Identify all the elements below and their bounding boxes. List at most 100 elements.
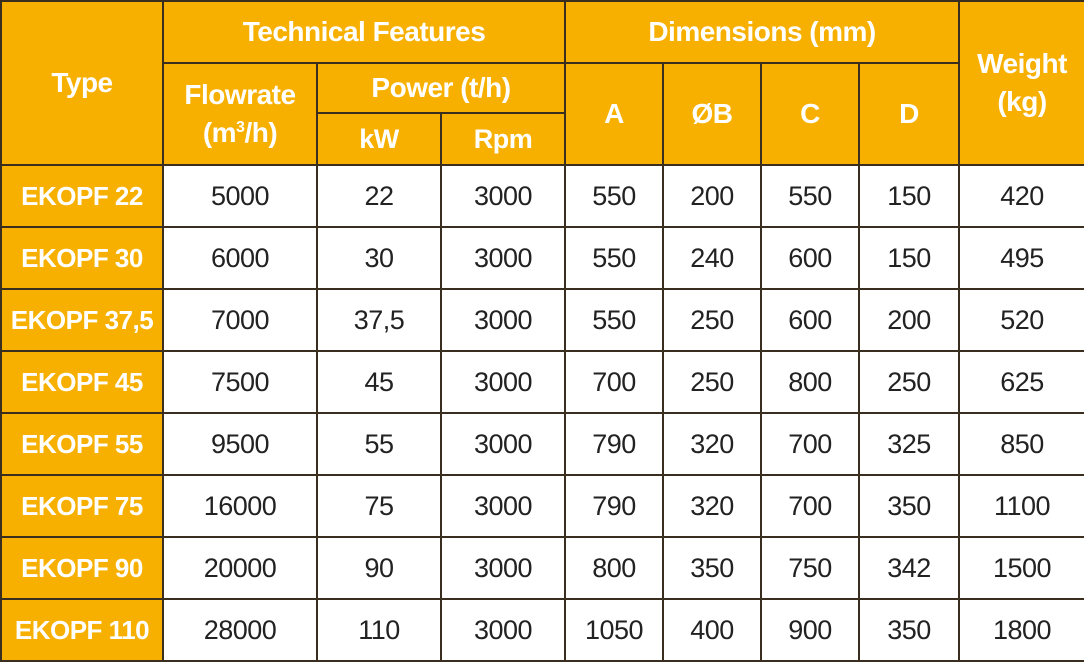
table-row: EKOPF 30 6000 30 3000 550 240 600 150 495 xyxy=(0,226,1084,290)
dim-b-header: ØB xyxy=(662,62,763,166)
dim-c-cell: 600 xyxy=(760,226,861,290)
technical-features-header: Technical Features xyxy=(161,0,567,64)
dim-a-cell: 550 xyxy=(564,288,665,352)
flowrate-cell: 5000 xyxy=(162,164,318,228)
rpm-cell: 3000 xyxy=(439,474,567,538)
kw-cell: 30 xyxy=(316,226,442,290)
flowrate-header: Flowrate (m3/h) xyxy=(162,62,318,166)
weight-cell: 1500 xyxy=(958,536,1084,600)
kw-cell: 90 xyxy=(316,536,442,600)
rpm-cell: 3000 xyxy=(439,164,567,228)
flowrate-cell: 16000 xyxy=(162,474,318,538)
kw-cell: 37,5 xyxy=(316,288,442,352)
dim-d-cell: 250 xyxy=(858,350,961,414)
weight-cell: 495 xyxy=(958,226,1084,290)
flowrate-unit-prefix: (m xyxy=(202,117,237,148)
dim-a-cell: 550 xyxy=(564,226,665,290)
dim-d-header: D xyxy=(858,62,961,166)
dim-a-cell: 790 xyxy=(564,474,665,538)
spec-table-body: EKOPF 22 5000 22 3000 550 200 550 150 420 EKOPF 3… xyxy=(0,164,1084,662)
table-row: EKOPF 37,5 7000 37,5 3000 550 250 600 200 520 xyxy=(0,288,1084,352)
dim-d-cell: 325 xyxy=(858,412,961,476)
rpm-cell: 3000 xyxy=(439,598,567,662)
kw-cell: 55 xyxy=(316,412,442,476)
weight-cell: 520 xyxy=(958,288,1084,352)
flowrate-header-line1: Flowrate xyxy=(184,79,296,110)
rpm-cell: 3000 xyxy=(439,226,567,290)
dim-b-cell: 250 xyxy=(662,350,763,414)
dim-b-cell: 200 xyxy=(662,164,763,228)
dim-a-cell: 790 xyxy=(564,412,665,476)
flowrate-cell: 28000 xyxy=(162,598,318,662)
kw-cell: 75 xyxy=(316,474,442,538)
weight-cell: 625 xyxy=(958,350,1084,414)
dim-b-cell: 400 xyxy=(662,598,763,662)
dim-a-cell: 700 xyxy=(564,350,665,414)
header-row-2: Flowrate (m3/h) Power (t/h) A ØB C D xyxy=(1,62,1084,166)
rpm-cell: 3000 xyxy=(439,350,567,414)
table-row: EKOPF 55 9500 55 3000 790 320 700 325 850 xyxy=(0,412,1084,476)
type-cell: EKOPF 37,5 xyxy=(0,288,164,352)
weight-cell: 1100 xyxy=(958,474,1084,538)
flowrate-cell: 7000 xyxy=(162,288,318,352)
type-cell: EKOPF 55 xyxy=(0,412,164,476)
table-row: EKOPF 45 7500 45 3000 700 250 800 250 625 xyxy=(0,350,1084,414)
flowrate-header-unit: (m3/h) xyxy=(165,114,315,152)
dim-c-cell: 700 xyxy=(760,474,861,538)
type-cell: EKOPF 110 xyxy=(0,598,164,662)
dim-b-cell: 320 xyxy=(662,412,763,476)
dim-a-cell: 550 xyxy=(564,164,665,228)
header-row-3: kW Rpm xyxy=(1,112,1084,166)
flowrate-cell: 7500 xyxy=(162,350,318,414)
dim-b-cell: 350 xyxy=(662,536,763,600)
type-header: Type xyxy=(0,0,164,166)
rpm-cell: 3000 xyxy=(439,412,567,476)
dim-c-cell: 900 xyxy=(760,598,861,662)
dim-c-cell: 550 xyxy=(760,164,861,228)
rpm-header: Rpm xyxy=(439,112,567,166)
weight-header-line2: (kg) xyxy=(997,86,1047,117)
flowrate-cell: 9500 xyxy=(162,412,318,476)
kw-cell: 110 xyxy=(316,598,442,662)
weight-header-line1: Weight xyxy=(977,48,1067,79)
weight-header: Weight (kg) xyxy=(958,0,1084,166)
power-header: Power (t/h) xyxy=(315,62,567,114)
dim-b-cell: 250 xyxy=(662,288,763,352)
type-cell: EKOPF 22 xyxy=(0,164,164,228)
table-row: EKOPF 110 28000 110 3000 1050 400 900 350 1800 xyxy=(0,598,1084,662)
dim-a-header: A xyxy=(564,62,665,166)
dim-c-cell: 800 xyxy=(760,350,861,414)
dim-c-cell: 700 xyxy=(760,412,861,476)
flowrate-unit-superscript: 3 xyxy=(236,119,245,136)
dim-d-cell: 350 xyxy=(858,474,961,538)
flowrate-cell: 6000 xyxy=(162,226,318,290)
dim-c-cell: 600 xyxy=(760,288,861,352)
rpm-cell: 3000 xyxy=(439,536,567,600)
kw-header: kW xyxy=(316,112,442,166)
kw-cell: 22 xyxy=(316,164,442,228)
table-row: EKOPF 90 20000 90 3000 800 350 750 342 1500 xyxy=(0,536,1084,600)
dim-d-cell: 200 xyxy=(858,288,961,352)
dimensions-header: Dimensions (mm) xyxy=(564,0,961,64)
type-cell: EKOPF 30 xyxy=(0,226,164,290)
dim-d-cell: 150 xyxy=(858,226,961,290)
dim-b-cell: 240 xyxy=(662,226,763,290)
dim-d-cell: 342 xyxy=(858,536,961,600)
dim-b-cell: 320 xyxy=(662,474,763,538)
table-row: EKOPF 75 16000 75 3000 790 320 700 350 1100 xyxy=(0,474,1084,538)
dim-a-cell: 1050 xyxy=(564,598,665,662)
dim-d-cell: 150 xyxy=(858,164,961,228)
dim-c-cell: 750 xyxy=(760,536,861,600)
flowrate-cell: 20000 xyxy=(162,536,318,600)
weight-cell: 1800 xyxy=(958,598,1084,662)
dim-a-cell: 800 xyxy=(564,536,665,600)
type-cell: EKOPF 75 xyxy=(0,474,164,538)
type-cell: EKOPF 90 xyxy=(0,536,164,600)
weight-cell: 420 xyxy=(958,164,1084,228)
dim-d-cell: 350 xyxy=(858,598,961,662)
type-cell: EKOPF 45 xyxy=(0,350,164,414)
weight-cell: 850 xyxy=(958,412,1084,476)
kw-cell: 45 xyxy=(316,350,442,414)
